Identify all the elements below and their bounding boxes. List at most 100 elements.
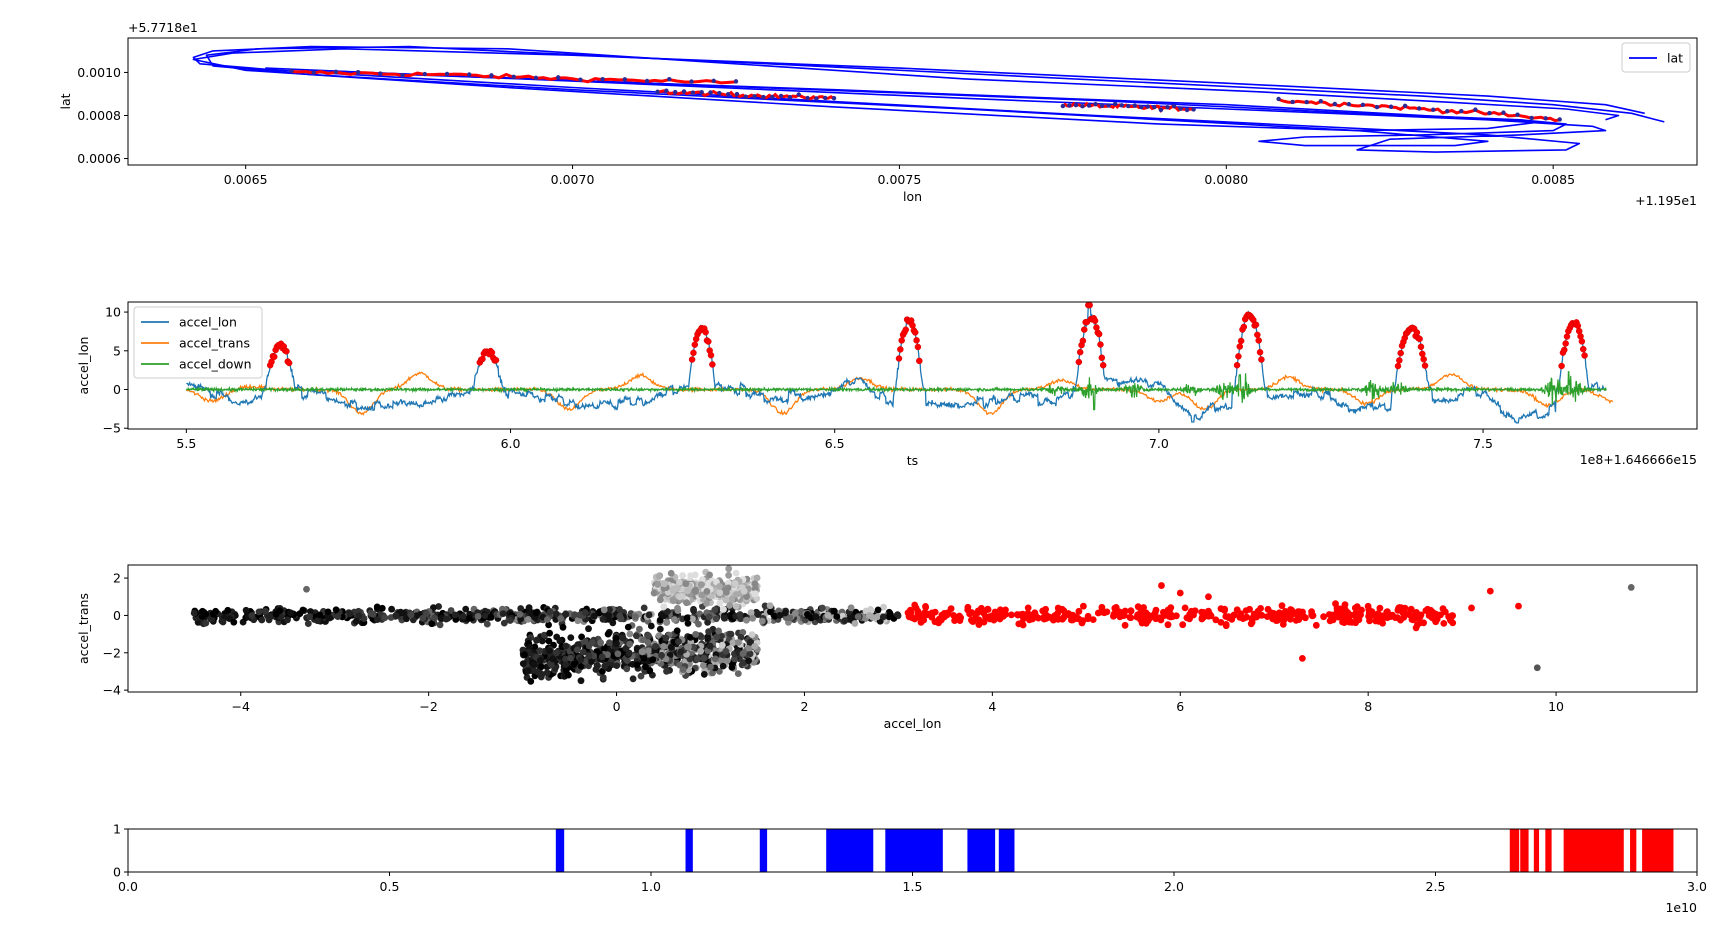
x-tick-label: 5.5	[176, 436, 196, 451]
scatter-point	[559, 623, 567, 631]
scatter-point	[198, 613, 206, 620]
scatter-point	[1151, 609, 1159, 617]
scatter-point	[734, 670, 742, 677]
scatter-point	[1103, 608, 1111, 616]
highlight-marker	[289, 68, 294, 74]
scatter-point	[1137, 616, 1144, 623]
scatter-point	[690, 643, 697, 651]
y-tick-label: 0.0010	[77, 65, 121, 80]
highlight-marker	[1473, 107, 1478, 112]
scatter-point	[258, 616, 266, 624]
peak-marker	[1421, 362, 1429, 369]
scatter-point	[1400, 614, 1408, 621]
peak-marker	[492, 356, 500, 364]
peak-marker	[1581, 352, 1588, 359]
scatter-point	[332, 606, 340, 614]
scatter-point	[557, 615, 565, 622]
peak-marker	[1394, 362, 1402, 370]
scatter-point	[781, 609, 789, 617]
peak-marker	[1237, 337, 1245, 345]
scatter-point	[975, 621, 983, 628]
span-bar	[998, 829, 1015, 872]
scatter-point	[684, 643, 691, 651]
scatter-point	[459, 613, 467, 620]
scatter-point	[645, 647, 653, 655]
accel-trans-line	[185, 371, 1614, 416]
scatter-point	[1160, 608, 1167, 616]
y-tick-label: 5	[113, 343, 121, 358]
highlight-marker	[667, 77, 672, 82]
highlight-marker	[1388, 104, 1394, 109]
scatter-point	[980, 618, 988, 626]
scatter-point	[677, 648, 684, 656]
scatter-point	[917, 619, 925, 626]
scatter-point	[585, 625, 592, 633]
scatter-point	[1383, 614, 1391, 622]
scatter-point	[1242, 607, 1250, 614]
highlight-marker	[708, 90, 713, 95]
x-tick-label: 6.0	[501, 436, 521, 451]
scatter-point	[1332, 600, 1339, 608]
scatter-point	[632, 613, 639, 621]
y-axis-label: lat	[58, 93, 73, 109]
scatter-point	[964, 606, 972, 614]
scatter-point	[1627, 584, 1635, 591]
scatter-point	[626, 640, 634, 648]
scatter-point	[612, 634, 620, 642]
highlight-marker	[814, 96, 819, 101]
x-tick-label: 0.0070	[551, 172, 595, 187]
highlight-marker	[1099, 103, 1105, 109]
scatter-point	[1299, 613, 1307, 620]
scatter-point	[1320, 613, 1327, 621]
highlight-marker	[600, 76, 605, 82]
scatter-point	[1008, 611, 1015, 619]
scatter-point	[847, 604, 855, 612]
scatter-point	[751, 580, 759, 588]
scatter-point	[717, 657, 725, 665]
scatter-point	[745, 644, 753, 652]
scatter-point	[1140, 604, 1147, 611]
scatter-point	[1176, 589, 1184, 597]
scatter-point	[533, 609, 540, 617]
scatter-point	[743, 616, 750, 624]
highlight-marker	[743, 94, 748, 99]
accel-lon-line	[186, 304, 1607, 424]
peak-marker	[1252, 321, 1260, 329]
x-tick-label: 3.0	[1687, 879, 1707, 894]
scatter-point	[209, 610, 217, 618]
scatter-point	[1312, 621, 1320, 629]
scatter-point	[1054, 604, 1062, 612]
highlight-marker	[1416, 106, 1422, 111]
scatter-point	[1366, 613, 1374, 621]
chart-1: 0.0065 0.0070 0.0075 0.0080 0.0085 0.0006 0.00…	[58, 20, 1698, 208]
highlight-marker	[1445, 108, 1450, 114]
scatter-point	[403, 615, 410, 623]
scatter-point	[1029, 615, 1036, 623]
peak-marker	[688, 356, 696, 363]
x-tick-label: 1.5	[903, 879, 923, 894]
scatter-point	[879, 613, 887, 621]
scatter-point	[690, 607, 697, 614]
scatter-point	[663, 619, 670, 626]
scatter-point	[1165, 613, 1173, 620]
scatter-point	[697, 647, 704, 655]
peak-marker	[488, 349, 496, 356]
scatter-point	[545, 637, 553, 645]
peak-marker	[1235, 353, 1242, 360]
scatter-point	[683, 614, 691, 622]
scatter-point	[751, 643, 759, 650]
scatter-point	[660, 603, 668, 611]
scatter-point	[1407, 605, 1415, 613]
span-bar	[1563, 829, 1624, 872]
highlight-marker	[805, 95, 810, 101]
scatter-point	[703, 600, 710, 607]
scatter-point	[908, 614, 916, 622]
scatter-point	[667, 643, 675, 651]
legend-label: accel_down	[179, 357, 252, 372]
legend-label: lat	[1667, 51, 1683, 66]
scatter-point	[833, 613, 841, 620]
highlight-marker	[1080, 103, 1085, 109]
lap-line	[192, 45, 1620, 153]
scatter-point	[719, 662, 727, 670]
scatter-point	[1167, 604, 1175, 611]
